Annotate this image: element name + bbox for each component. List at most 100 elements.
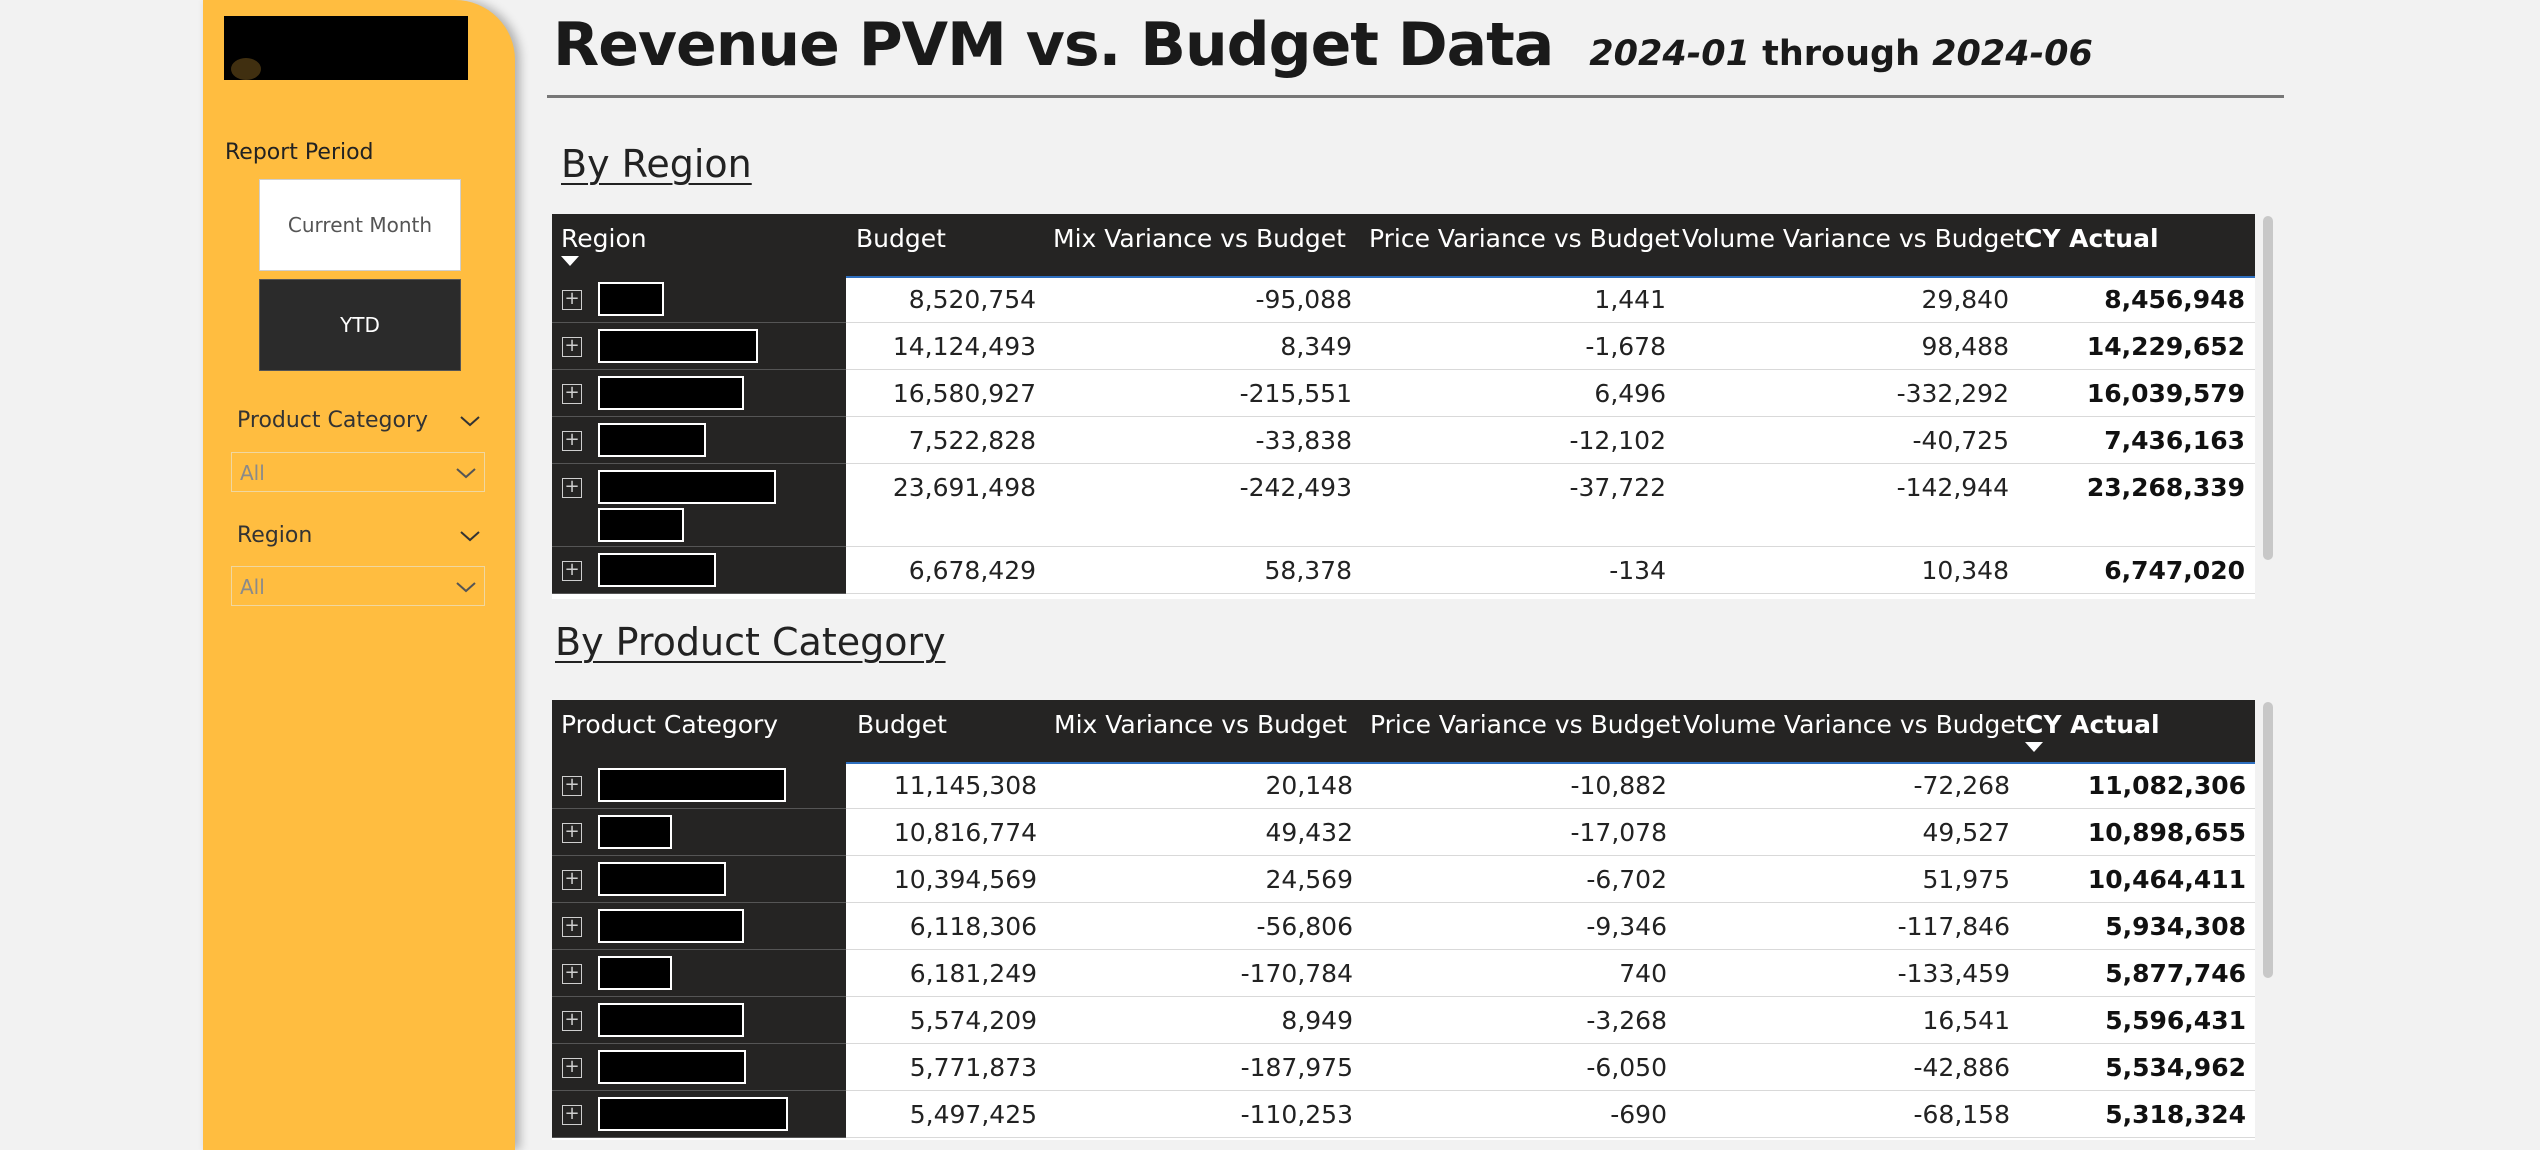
table-header: Region Budget Mix Variance vs Budget Pri…	[552, 214, 2255, 278]
column-header-region[interactable]: Region	[561, 224, 647, 253]
expand-row-icon[interactable]: +	[562, 337, 582, 357]
expand-row-icon[interactable]: +	[562, 1058, 582, 1078]
region-dropdown[interactable]: All	[231, 566, 485, 606]
row-header-cell: +	[552, 809, 846, 856]
filter-pane: Report Period Current Month YTD Product …	[203, 0, 515, 1150]
table-row[interactable]: +5,497,425 -110,253 -690 -68,158 5,318,324	[552, 1091, 2255, 1138]
budget-cell: 6,678,429	[908, 556, 1036, 585]
table-row[interactable]: +8,520,754 -95,088 1,441 29,840 8,456,948	[552, 276, 2255, 323]
volume-variance-cell: -40,725	[1912, 426, 2010, 455]
region-table: Region Budget Mix Variance vs Budget Pri…	[552, 214, 2255, 599]
product-category-slicer-title: Product Category	[237, 408, 429, 433]
volume-variance-cell: 49,527	[1922, 818, 2010, 847]
row-header-cell: +	[552, 903, 846, 950]
column-header-budget[interactable]: Budget	[857, 710, 947, 739]
expand-row-icon[interactable]: +	[562, 870, 582, 890]
expand-row-icon[interactable]: +	[562, 1105, 582, 1125]
sort-descending-icon[interactable]	[561, 256, 579, 266]
column-header-price-variance[interactable]: Price Variance vs Budget	[1370, 710, 1681, 739]
budget-cell: 6,118,306	[909, 912, 1037, 941]
table-row[interactable]: +16,580,927 -215,551 6,496 -332,292 16,039,5…	[552, 370, 2255, 417]
sort-descending-icon[interactable]	[2025, 742, 2043, 752]
mix-variance-cell: 8,949	[1281, 1006, 1353, 1035]
price-variance-cell: -134	[1609, 556, 1666, 585]
mix-variance-cell: 49,432	[1265, 818, 1353, 847]
product-category-table-scrollbar[interactable]	[2263, 702, 2273, 978]
price-variance-cell: -1,678	[1585, 332, 1666, 361]
ytd-button[interactable]: YTD	[259, 279, 461, 371]
price-variance-cell: -6,702	[1586, 865, 1667, 894]
price-variance-cell: -690	[1610, 1100, 1667, 1129]
table-row[interactable]: +10,394,569 24,569 -6,702 51,975 10,464,411	[552, 856, 2255, 903]
price-variance-cell: -10,882	[1570, 771, 1668, 800]
logo-mark	[231, 58, 261, 80]
column-header-volume-variance[interactable]: Volume Variance vs Budget	[1683, 710, 2026, 739]
current-month-button[interactable]: Current Month	[259, 179, 461, 271]
table-row[interactable]: +10,816,774 49,432 -17,078 49,527 10,898,655	[552, 809, 2255, 856]
price-variance-cell: 6,496	[1594, 379, 1666, 408]
expand-row-icon[interactable]: +	[562, 917, 582, 937]
table-row[interactable]: +6,678,429 58,378 -134 10,348 6,747,020	[552, 547, 2255, 594]
redacted-label	[598, 329, 758, 363]
row-header-cell: +	[552, 762, 846, 809]
redacted-label	[598, 815, 672, 849]
expand-row-icon[interactable]: +	[562, 823, 582, 843]
table-row[interactable]: +5,574,209 8,949 -3,268 16,541 5,596,431	[552, 997, 2255, 1044]
table-row[interactable]: +6,181,249 -170,784 740 -133,459 5,877,746	[552, 950, 2255, 997]
region-table-scrollbar[interactable]	[2263, 216, 2273, 560]
expand-row-icon[interactable]: +	[562, 290, 582, 310]
expand-row-icon[interactable]: +	[562, 776, 582, 796]
row-header-cell: +	[552, 856, 846, 903]
budget-cell: 5,497,425	[909, 1100, 1037, 1129]
column-header-mix-variance[interactable]: Mix Variance vs Budget	[1054, 710, 1347, 739]
expand-row-icon[interactable]: +	[562, 431, 582, 451]
column-header-mix-variance[interactable]: Mix Variance vs Budget	[1053, 224, 1346, 253]
table-row[interactable]: +14,124,493 8,349 -1,678 98,488 14,229,652	[552, 323, 2255, 370]
volume-variance-cell: -68,158	[1913, 1100, 2011, 1129]
column-header-cy-actual[interactable]: CY Actual	[2025, 710, 2160, 739]
expand-row-icon[interactable]: +	[562, 1011, 582, 1031]
budget-cell: 11,145,308	[893, 771, 1037, 800]
product-category-dropdown[interactable]: All	[231, 452, 485, 492]
row-header-cell: +	[552, 464, 846, 547]
volume-variance-cell: 16,541	[1922, 1006, 2010, 1035]
expand-row-icon[interactable]: +	[562, 478, 582, 498]
row-header-cell: +	[552, 417, 846, 464]
expand-row-icon[interactable]: +	[562, 561, 582, 581]
expand-row-icon[interactable]: +	[562, 384, 582, 404]
column-header-budget[interactable]: Budget	[856, 224, 946, 253]
chevron-down-icon	[456, 468, 476, 479]
redacted-label	[598, 508, 684, 542]
chevron-down-icon	[456, 582, 476, 593]
row-header-cell: +	[552, 1044, 846, 1091]
column-header-volume-variance[interactable]: Volume Variance vs Budget	[1682, 224, 2025, 253]
cy-actual-cell: 10,464,411	[2087, 865, 2246, 894]
table-row[interactable]: +23,691,498 -242,493 -37,722 -142,944 23,268…	[552, 464, 2255, 547]
mix-variance-cell: -170,784	[1240, 959, 1353, 988]
cy-actual-cell: 5,877,746	[2105, 959, 2246, 988]
budget-cell: 14,124,493	[892, 332, 1036, 361]
table-row[interactable]: +11,145,308 20,148 -10,882 -72,268 11,082,30…	[552, 762, 2255, 809]
chevron-down-icon[interactable]	[458, 524, 482, 548]
budget-cell: 7,522,828	[908, 426, 1036, 455]
table-row[interactable]: +5,771,873 -187,975 -6,050 -42,886 5,534,962	[552, 1044, 2255, 1091]
cy-actual-cell: 16,039,579	[2086, 379, 2245, 408]
report-title: Revenue PVM vs. Budget Data	[553, 10, 1554, 80]
table-row[interactable]: +6,118,306 -56,806 -9,346 -117,846 5,934,308	[552, 903, 2255, 950]
column-header-cy-actual[interactable]: CY Actual	[2024, 224, 2159, 253]
chevron-down-icon[interactable]	[458, 409, 482, 433]
company-logo-redacted	[224, 16, 468, 80]
column-header-price-variance[interactable]: Price Variance vs Budget	[1369, 224, 1680, 253]
volume-variance-cell: 98,488	[1921, 332, 2009, 361]
price-variance-cell: -9,346	[1586, 912, 1667, 941]
table-row[interactable]: +7,522,828 -33,838 -12,102 -40,725 7,436,163	[552, 417, 2255, 464]
mix-variance-cell: 24,569	[1265, 865, 1353, 894]
volume-variance-cell: -42,886	[1913, 1053, 2011, 1082]
expand-row-icon[interactable]: +	[562, 964, 582, 984]
title-divider	[547, 95, 2284, 98]
region-value: All	[240, 575, 265, 599]
period-start: 2024-01	[1589, 34, 1750, 74]
column-header-product-category[interactable]: Product Category	[561, 710, 779, 739]
price-variance-cell: 1,441	[1594, 285, 1666, 314]
cy-actual-cell: 11,082,306	[2087, 771, 2246, 800]
